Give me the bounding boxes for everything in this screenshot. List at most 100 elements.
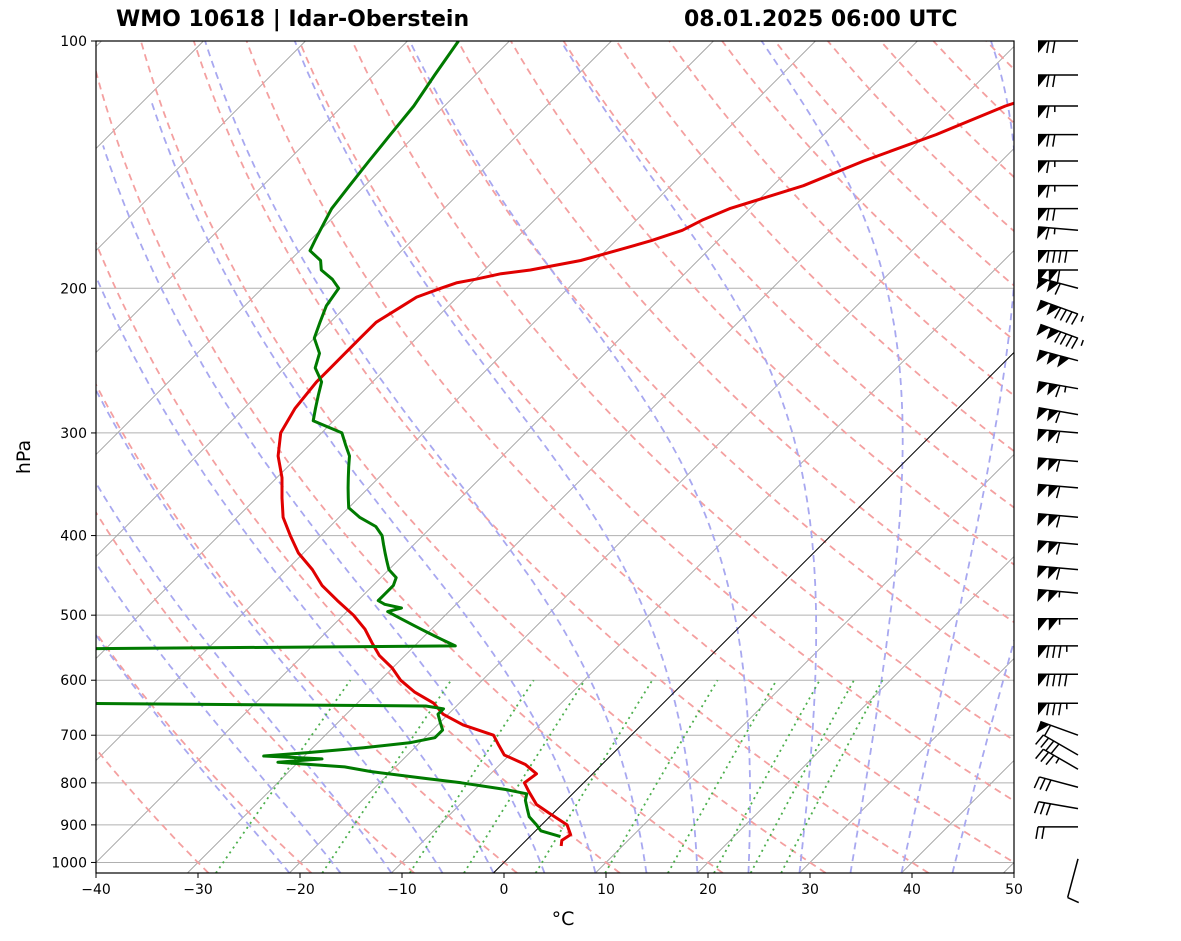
chart-title-time: 08.01.2025 06:00 UTC xyxy=(684,7,958,32)
wind-barb xyxy=(1038,617,1078,631)
moist-adiabat-line xyxy=(150,99,597,873)
wind-barb xyxy=(1036,349,1079,368)
dry-adiabat-line xyxy=(457,41,1014,624)
wind-barb xyxy=(1033,776,1079,792)
dry-adiabat-line xyxy=(932,41,1014,125)
mixing-ratio-line xyxy=(215,679,352,873)
dry-adiabat-line xyxy=(96,68,724,873)
dry-adiabat-line xyxy=(668,41,1014,397)
wind-barb xyxy=(1036,299,1084,325)
y-tick-label: 300 xyxy=(60,426,87,442)
y-tick-label: 600 xyxy=(60,673,87,689)
wind-barb xyxy=(1038,702,1078,716)
dry-adiabat-line xyxy=(96,631,313,873)
zero-isotherm xyxy=(493,351,1014,873)
x-tick-label: 50 xyxy=(1005,882,1023,898)
y-tick-label: 500 xyxy=(60,608,87,624)
wind-barb xyxy=(1035,826,1078,839)
mixing-ratio-line xyxy=(604,679,719,873)
wind-barb xyxy=(1037,226,1079,240)
mixing-ratio-line xyxy=(321,679,452,873)
y-axis-label: hPa xyxy=(13,440,35,474)
moist-adiabat-line xyxy=(951,637,1014,873)
moist-adiabat-line xyxy=(96,274,495,873)
dry-adiabat-line xyxy=(510,41,1014,566)
moist-adiabat-line xyxy=(408,41,751,873)
isotherm-line xyxy=(289,147,1014,873)
x-tick-label: 40 xyxy=(903,882,921,898)
wind-barb xyxy=(1037,588,1079,603)
x-tick-label: 20 xyxy=(699,882,717,898)
wind-barb xyxy=(1066,858,1080,904)
isotherm-line xyxy=(493,351,1014,873)
mixing-ratio-line xyxy=(667,679,778,873)
wind-barb xyxy=(1038,133,1078,147)
x-tick-label: 30 xyxy=(801,882,819,898)
dry-adiabat-line xyxy=(615,41,1014,453)
x-tick-label: −30 xyxy=(183,882,213,898)
temperature-profile xyxy=(276,101,1014,847)
wind-barb xyxy=(1038,645,1078,659)
dry-adiabat-line xyxy=(721,41,1014,342)
wind-barb xyxy=(1038,160,1078,174)
wind-barb xyxy=(1036,406,1079,424)
dry-adiabat-line xyxy=(96,240,621,873)
wind-barb xyxy=(1037,513,1079,528)
isotherm-line xyxy=(96,41,510,456)
x-tick-label: −10 xyxy=(387,882,417,898)
wind-barb xyxy=(1038,74,1078,88)
wind-barb xyxy=(1035,748,1079,770)
wind-barb xyxy=(1037,565,1079,580)
mixing-ratio-line xyxy=(463,679,586,873)
isotherm-line xyxy=(187,45,1014,873)
moist-adiabat-line xyxy=(293,41,699,873)
dry-adiabat-line xyxy=(827,41,1014,233)
mixing-ratio-line xyxy=(409,679,535,873)
y-tick-label: 800 xyxy=(60,776,87,792)
isotherm-line xyxy=(697,555,1014,873)
moist-adiabat-line xyxy=(96,481,393,873)
moist-adiabat-line xyxy=(96,561,342,873)
plot-frame xyxy=(95,40,1015,874)
isotherm-line xyxy=(1003,861,1014,873)
wind-barb xyxy=(1035,734,1079,756)
moist-adiabat-line xyxy=(102,145,546,873)
isotherm-line xyxy=(96,41,918,864)
dry-adiabat-line xyxy=(985,41,1014,71)
y-tick-label: 200 xyxy=(60,281,87,297)
wind-barb xyxy=(1036,277,1079,295)
x-tick-label: −20 xyxy=(285,882,315,898)
wind-barb xyxy=(1038,105,1078,119)
wind-barb xyxy=(1038,269,1078,283)
isotherm-line xyxy=(96,41,612,558)
isotherm-line xyxy=(799,657,1014,873)
isotherm-line xyxy=(96,41,408,354)
dry-adiabat-line xyxy=(351,41,1014,742)
isotherm-line xyxy=(96,41,306,252)
moist-adiabat-line xyxy=(96,633,291,873)
moist-adiabat-line xyxy=(760,41,904,873)
wind-barb xyxy=(1038,184,1078,198)
x-tick-label: 10 xyxy=(597,882,615,898)
wind-barb xyxy=(1038,207,1078,221)
isotherm-line xyxy=(96,41,714,660)
mixing-ratio-line xyxy=(534,679,654,873)
dry-adiabat-line xyxy=(562,41,1014,509)
y-tick-label: 1000 xyxy=(51,855,87,871)
dewpoint-profile xyxy=(96,41,561,839)
moist-adiabat-line xyxy=(560,41,818,873)
wind-barb xyxy=(1038,40,1078,54)
dry-adiabat-line xyxy=(774,41,1014,287)
isotherm-line xyxy=(391,249,1014,873)
wind-barb xyxy=(1036,720,1079,737)
mixing-ratio-line xyxy=(713,679,821,873)
isotherm-line xyxy=(595,453,1014,873)
wind-barb xyxy=(1037,540,1079,555)
isotherm-line xyxy=(96,41,816,762)
y-tick-label: 100 xyxy=(60,34,87,50)
wind-barb xyxy=(1037,457,1079,472)
x-axis-label: °C xyxy=(552,908,575,930)
moist-adiabat-line xyxy=(900,41,1014,873)
moist-adiabat-line xyxy=(96,388,444,873)
